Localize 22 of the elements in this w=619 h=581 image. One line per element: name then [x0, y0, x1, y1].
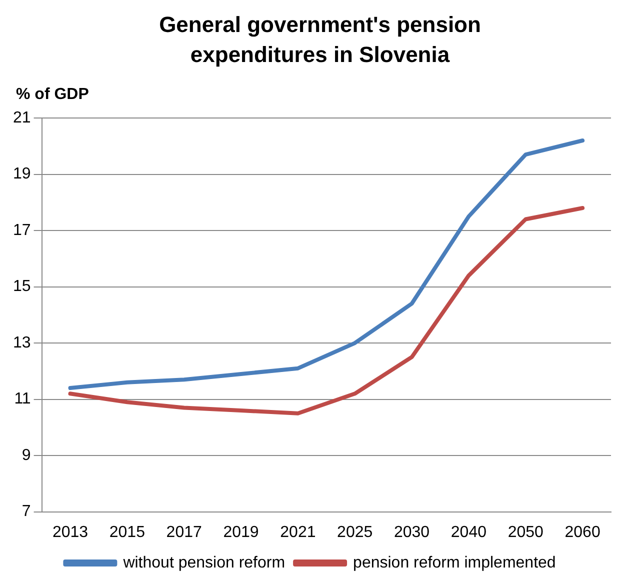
- y-tick-label: 19: [13, 166, 31, 183]
- x-tick-label: 2017: [166, 524, 202, 541]
- y-tick-label: 13: [13, 334, 31, 352]
- x-tick-label: 2050: [508, 524, 544, 541]
- legend-label: without pension reform: [122, 554, 286, 572]
- x-tick-label: 2040: [450, 524, 487, 541]
- x-tick-label: 2015: [109, 524, 146, 541]
- y-tick-label: 9: [22, 446, 31, 464]
- legend-label: pension reform implemented: [353, 554, 556, 572]
- y-tick-label: 17: [13, 222, 31, 239]
- x-tick-label: 2021: [280, 524, 316, 541]
- y-axis-title: % of GDP: [16, 86, 89, 104]
- chart-title: General government's pension expenditures in Slovenia: [158, 11, 482, 69]
- x-tick-label: 2030: [394, 524, 430, 541]
- y-tick-label: 11: [14, 390, 31, 408]
- y-tick-label: 21: [13, 109, 31, 126]
- y-tick-label: 7: [22, 503, 31, 520]
- y-tick-label: 15: [13, 278, 31, 296]
- x-tick-label: 2025: [337, 524, 373, 541]
- x-tick-label: 2013: [52, 524, 88, 541]
- x-tick-label: 2060: [564, 524, 600, 541]
- x-tick-label: 2019: [223, 524, 259, 541]
